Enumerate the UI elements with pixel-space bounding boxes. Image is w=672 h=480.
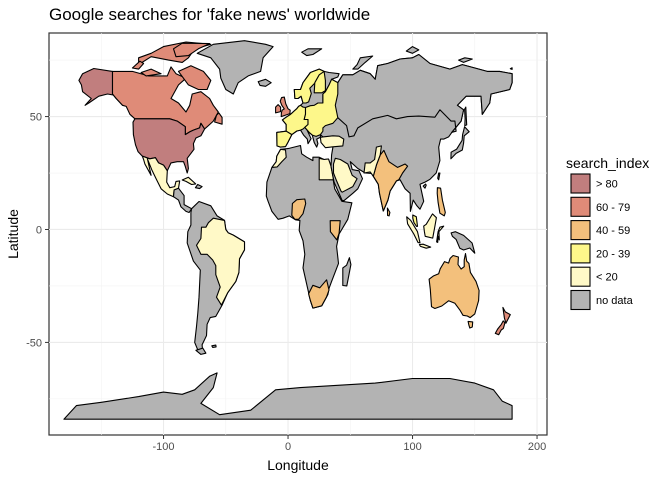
chart-title: Google searches for 'fake news' worldwid…: [49, 5, 370, 24]
y-tick-label: 50: [30, 112, 42, 124]
legend-label: < 20: [596, 272, 618, 284]
region-turkey: [319, 135, 345, 149]
legend-label: 40 - 59: [596, 225, 630, 237]
region-sulawesi: [436, 225, 445, 243]
legend-label: 60 - 79: [596, 202, 630, 214]
region-sakhalin: [464, 106, 468, 127]
legend-label: no data: [596, 295, 634, 307]
region-finland: [313, 70, 326, 94]
region-antarctica: [63, 372, 513, 420]
region-africa: [265, 144, 353, 309]
region-cuba: [181, 176, 197, 186]
legend-swatch: [570, 289, 591, 311]
region-russia: [322, 53, 513, 138]
region-pakistan: [363, 145, 382, 177]
region-sri-lanka: [386, 207, 391, 217]
region-brazil: [195, 217, 246, 306]
region-newfoundland: [214, 112, 223, 125]
region-greenland: [196, 40, 274, 95]
region-baffin: [177, 65, 212, 91]
region-banks: [131, 60, 145, 70]
region-new-siberian: [458, 57, 473, 63]
x-tick-label: -100: [153, 441, 175, 453]
region-kenya: [329, 220, 341, 241]
region-severnaya: [405, 46, 420, 54]
region-south-africa: [308, 279, 330, 309]
legend: > 80 60 - 79 40 - 59 20 - 39 < 20 no data: [570, 173, 634, 311]
x-axis: -100 0 100 200: [153, 435, 546, 453]
land-layer: [63, 40, 513, 420]
region-new-zealand-north: [502, 306, 511, 324]
y-axis-title: Latitude: [5, 209, 21, 259]
region-tasmania: [467, 320, 474, 329]
region-madagascar: [342, 257, 352, 287]
region-eastern-europe: [303, 78, 339, 137]
region-taiwan: [437, 172, 441, 181]
region-borneo: [423, 213, 437, 239]
legend-swatch: [570, 220, 591, 241]
x-axis-title: Longitude: [267, 457, 329, 473]
x-tick-label: 100: [403, 441, 421, 453]
y-tick-label: 0: [36, 224, 42, 236]
region-hispaniola: [194, 183, 203, 190]
region-svalbard: [301, 48, 323, 57]
legend-label: > 80: [596, 179, 618, 191]
region-australia: [428, 253, 480, 319]
legend-swatch: [570, 266, 591, 287]
region-hainan: [422, 183, 427, 189]
region-new-guinea: [450, 231, 476, 254]
region-philippines: [436, 187, 446, 217]
legend-swatch: [570, 173, 591, 194]
region-morocco: [271, 148, 287, 168]
region-malaysia: [412, 214, 419, 228]
region-scandinavia: [293, 68, 325, 104]
region-western-europe: [281, 104, 309, 136]
legend-label: 20 - 39: [596, 248, 630, 260]
legend-swatch: [570, 243, 591, 264]
y-axis: -50 0 50: [26, 112, 49, 349]
region-ireland: [275, 104, 282, 114]
region-falklands: [211, 344, 217, 348]
region-united-kingdom: [279, 96, 291, 118]
region-nigeria: [291, 198, 307, 220]
region-ellesmere: [172, 42, 211, 58]
legend-swatch: [570, 196, 591, 217]
region-iberia: [276, 130, 293, 148]
legend-title: search_index: [566, 155, 649, 171]
region-java: [418, 243, 432, 249]
region-india: [372, 149, 409, 212]
region-wrangel: [509, 67, 513, 70]
y-tick-label: -50: [26, 337, 42, 349]
region-new-zealand-south: [494, 320, 506, 336]
region-victoria-island: [140, 68, 162, 77]
region-iceland: [257, 78, 272, 87]
region-novaya-zemlya: [352, 55, 374, 70]
region-tierra: [195, 347, 207, 355]
region-saudi-arabia: [332, 157, 358, 193]
x-tick-label: 0: [285, 441, 291, 453]
region-sumatra: [406, 216, 421, 244]
x-tick-label: 200: [528, 441, 546, 453]
region-japan: [450, 126, 470, 160]
